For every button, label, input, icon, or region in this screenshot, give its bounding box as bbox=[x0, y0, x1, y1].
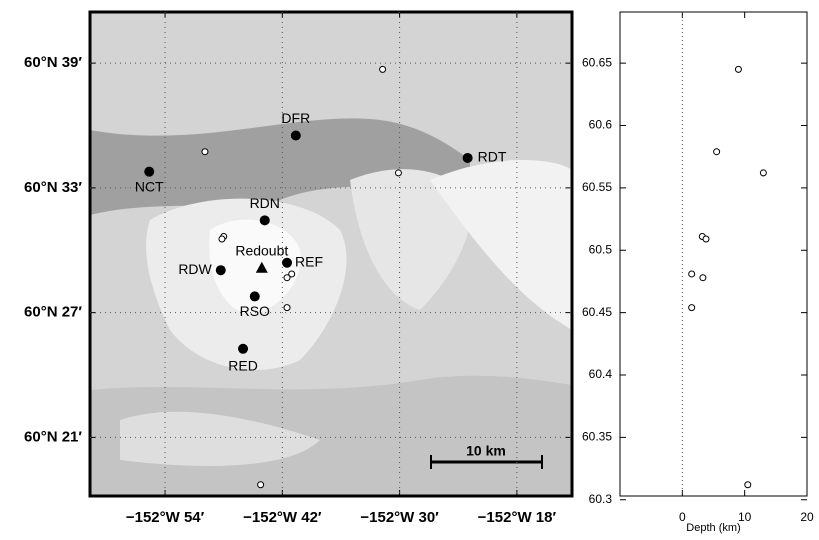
y-tick-label: 60.4 bbox=[589, 367, 613, 381]
event bbox=[284, 275, 290, 281]
station-label: DFR bbox=[281, 110, 310, 126]
station-label: RDW bbox=[178, 261, 212, 277]
x-tick-label: 0 bbox=[679, 510, 686, 524]
x-axis-label: Depth (km) bbox=[686, 522, 740, 534]
station bbox=[238, 344, 248, 354]
event bbox=[760, 170, 766, 176]
event bbox=[689, 271, 695, 277]
event bbox=[219, 236, 225, 242]
station bbox=[260, 215, 270, 225]
event bbox=[703, 236, 709, 242]
event bbox=[395, 170, 401, 176]
event bbox=[735, 66, 741, 72]
event bbox=[700, 275, 706, 281]
station-label: RSO bbox=[240, 303, 270, 319]
terrain bbox=[90, 12, 572, 496]
y-tick-label: 60°N 21′ bbox=[24, 428, 82, 445]
x-tick-label: −152°W 54′ bbox=[126, 509, 205, 526]
station bbox=[291, 130, 301, 140]
volcano-label: Redoubt bbox=[235, 242, 288, 258]
station bbox=[250, 291, 260, 301]
station-label: RED bbox=[228, 358, 258, 374]
event bbox=[689, 305, 695, 311]
y-tick-label: 60.6 bbox=[589, 118, 613, 132]
station-label: RDT bbox=[478, 149, 507, 165]
station-label: RDN bbox=[250, 195, 280, 211]
event bbox=[202, 149, 208, 155]
y-tick-label: 60.55 bbox=[582, 180, 612, 194]
station bbox=[463, 153, 473, 163]
station-label: NCT bbox=[135, 178, 164, 194]
event bbox=[714, 149, 720, 155]
x-tick-label: −152°W 30′ bbox=[360, 509, 439, 526]
station bbox=[282, 258, 292, 268]
y-tick-label: 60.45 bbox=[582, 305, 612, 319]
y-tick-label: 60.5 bbox=[589, 242, 613, 256]
y-tick-label: 60°N 27′ bbox=[24, 304, 82, 321]
station bbox=[216, 265, 226, 275]
event bbox=[284, 305, 290, 311]
event bbox=[380, 66, 386, 72]
y-tick-label: 60°N 39′ bbox=[24, 54, 82, 71]
figure: 10 km −152°W 54′ −152°W 42′ −152°W 30′ −152… bbox=[0, 0, 819, 535]
station-label: REF bbox=[295, 253, 323, 269]
x-tick-label: −152°W 42′ bbox=[243, 509, 322, 526]
x-tick-label: −152°W 18′ bbox=[478, 509, 557, 526]
station bbox=[144, 167, 154, 177]
y-tick-label: 60.35 bbox=[582, 430, 612, 444]
scale-bar-label: 10 km bbox=[466, 443, 506, 459]
depth-frame bbox=[620, 12, 807, 496]
y-tick-label: 60.65 bbox=[582, 55, 612, 69]
event bbox=[258, 482, 264, 488]
y-tick-label: 60°N 33′ bbox=[24, 179, 82, 196]
x-tick-label: 20 bbox=[800, 510, 814, 524]
event bbox=[745, 482, 751, 488]
y-tick-label: 60.3 bbox=[589, 492, 613, 506]
